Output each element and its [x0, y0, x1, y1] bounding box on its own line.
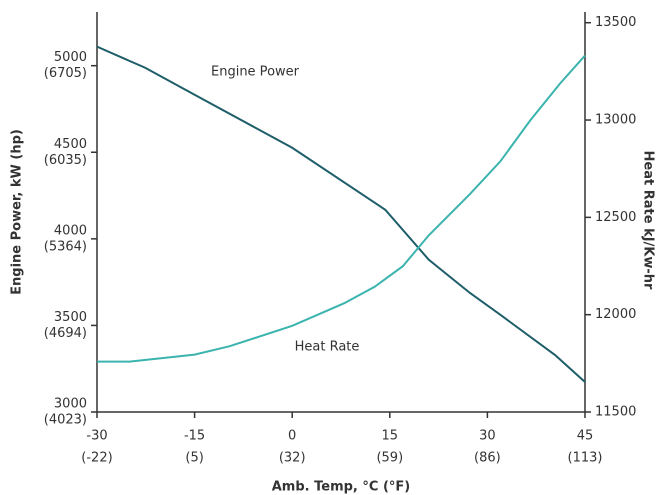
y-tick-label: 5000 — [54, 50, 87, 65]
x-tick-label-f: (-22) — [81, 451, 112, 466]
y2-tick-label: 12500 — [595, 210, 636, 225]
x-tick-label: 45 — [577, 429, 594, 444]
y-tick-label: 4500 — [54, 137, 87, 152]
y2-tick-label: 12000 — [595, 307, 636, 322]
x-tick-label: 30 — [479, 429, 496, 444]
y-tick-label-hp: (6705) — [44, 66, 87, 81]
x-axis-title: Amb. Temp, °C (°F) — [272, 480, 410, 495]
line-series — [96, 45, 586, 383]
x-tick-label: 15 — [382, 429, 399, 444]
y-tick-label-hp: (5364) — [44, 239, 87, 254]
y-axis-title: Engine Power, kW (hp) — [10, 129, 25, 295]
x-tick-label-f: (113) — [568, 451, 603, 466]
y-tick-label: 3000 — [54, 397, 87, 412]
x-tick-label-f: (5) — [185, 451, 203, 466]
series-label: Heat Rate — [295, 340, 360, 355]
y2-tick-label: 13000 — [595, 113, 636, 128]
x-tick-label: 0 — [288, 429, 296, 444]
y-tick-label: 4000 — [54, 223, 87, 238]
line-series — [97, 54, 586, 363]
x-tick-label-f: (86) — [474, 451, 501, 466]
y2-axis-title: Heat Rate kJ/Kw-hr — [641, 151, 656, 291]
y2-tick-label: 13500 — [595, 15, 636, 30]
y2-tick-label: 11500 — [595, 405, 636, 420]
x-tick-label-f: (59) — [376, 451, 403, 466]
y-tick-label-hp: (4694) — [44, 326, 87, 341]
x-tick-label: -30 — [86, 429, 107, 444]
y-tick-label: 3500 — [54, 310, 87, 325]
x-tick-label: -15 — [184, 429, 205, 444]
x-tick-label-f: (32) — [279, 451, 306, 466]
series-label: Engine Power — [211, 65, 300, 80]
y-tick-label-hp: (6035) — [44, 153, 87, 168]
y-tick-label-hp: (4023) — [44, 413, 87, 428]
